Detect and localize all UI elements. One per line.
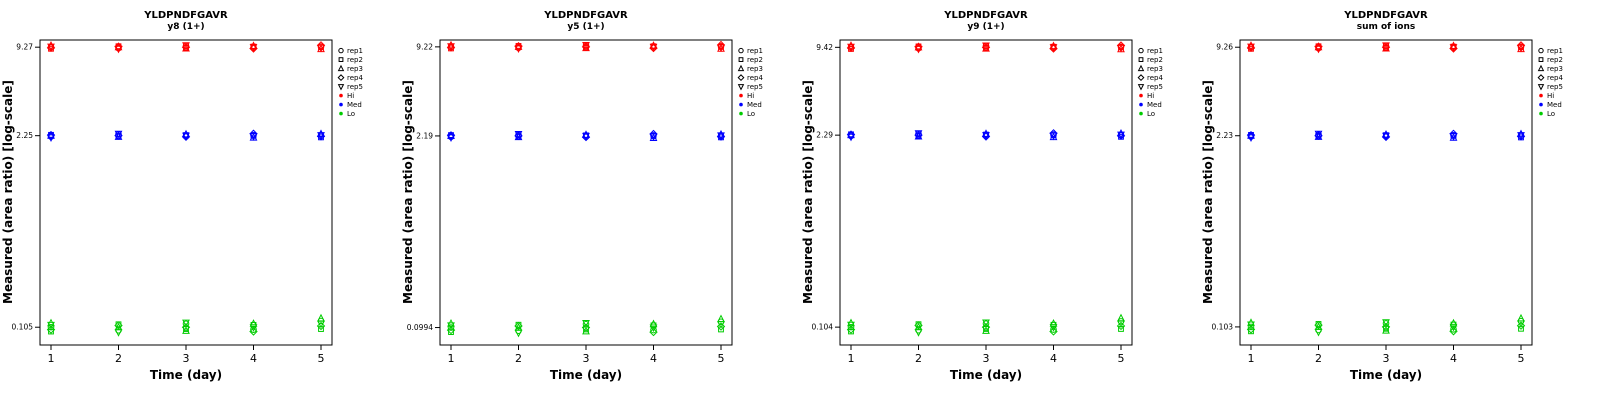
subplot-y5: YLDPNDFGAVR y5 (1+) Measured (area ratio… [400, 0, 800, 400]
svg-text:5: 5 [1118, 352, 1125, 365]
plot-title: YLDPNDFGAVR [544, 10, 628, 21]
svg-text:Med: Med [747, 101, 762, 109]
x-axis-label: Time (day) [149, 368, 223, 382]
svg-text:Hi: Hi [1547, 92, 1554, 100]
svg-text:rep5: rep5 [347, 83, 363, 91]
svg-text:9.27: 9.27 [16, 43, 33, 52]
svg-text:2.25: 2.25 [16, 131, 33, 140]
svg-text:rep1: rep1 [1547, 47, 1563, 55]
x-axis-label: Time (day) [549, 368, 623, 382]
svg-text:Med: Med [1547, 101, 1562, 109]
svg-text:rep3: rep3 [1147, 65, 1163, 73]
plot-subtitle: y9 (1+) [967, 22, 1005, 32]
svg-text:9.22: 9.22 [416, 42, 433, 51]
svg-text:2: 2 [915, 352, 922, 365]
svg-text:Med: Med [1147, 101, 1162, 109]
svg-text:rep5: rep5 [1147, 83, 1163, 91]
svg-text:1: 1 [448, 352, 455, 365]
svg-text:2: 2 [115, 352, 122, 365]
plot-canvas-y9: 1 2 3 4 5 9.42 2.29 0.104 rep1rep2rep3rep4rep5Hi… [812, 39, 1163, 365]
svg-text:4: 4 [250, 352, 257, 365]
svg-text:2.29: 2.29 [816, 131, 833, 140]
plot-canvas-y8: 1 2 3 4 5 9.27 2.25 0.105 rep1rep2rep3rep4rep5Hi… [12, 39, 363, 365]
plot-canvas-sum: 1 2 3 4 5 9.26 2.23 0.103 rep1rep2rep3rep4rep5Hi… [1212, 39, 1563, 365]
svg-text:9.26: 9.26 [1216, 43, 1233, 52]
plot-canvas-y5: 1 2 3 4 5 9.22 2.19 0.0994 rep1rep2rep3rep4rep5H… [407, 39, 763, 365]
svg-text:rep2: rep2 [1547, 56, 1563, 64]
svg-text:0.103: 0.103 [1212, 322, 1234, 331]
x-axis-label: Time (day) [1349, 368, 1423, 382]
svg-text:rep4: rep4 [1147, 74, 1163, 82]
svg-text:rep4: rep4 [747, 74, 763, 82]
svg-text:3: 3 [183, 352, 190, 365]
svg-text:rep1: rep1 [347, 47, 363, 55]
svg-text:Lo: Lo [1147, 110, 1155, 118]
svg-text:2: 2 [515, 352, 522, 365]
svg-text:rep3: rep3 [1547, 65, 1563, 73]
svg-text:9.42: 9.42 [816, 43, 833, 52]
svg-text:2: 2 [1315, 352, 1322, 365]
svg-text:0.104: 0.104 [812, 323, 834, 332]
plot-subtitle: sum of ions [1356, 22, 1416, 32]
svg-text:Lo: Lo [1547, 110, 1555, 118]
svg-text:Hi: Hi [747, 92, 754, 100]
x-axis-label: Time (day) [949, 368, 1023, 382]
svg-text:rep2: rep2 [347, 56, 363, 64]
svg-text:Med: Med [347, 101, 362, 109]
svg-text:5: 5 [1518, 352, 1525, 365]
svg-text:Lo: Lo [347, 110, 355, 118]
svg-text:4: 4 [1450, 352, 1457, 365]
svg-text:rep4: rep4 [347, 74, 363, 82]
svg-text:5: 5 [718, 352, 725, 365]
svg-text:3: 3 [583, 352, 590, 365]
svg-text:1: 1 [848, 352, 855, 365]
svg-text:rep1: rep1 [1147, 47, 1163, 55]
svg-text:2.19: 2.19 [416, 131, 433, 140]
subplot-sum-of-ions: YLDPNDFGAVR sum of ions Measured (area r… [1200, 0, 1600, 400]
svg-text:rep4: rep4 [1547, 74, 1563, 82]
plot-title: YLDPNDFGAVR [944, 10, 1028, 21]
svg-text:rep5: rep5 [747, 83, 763, 91]
svg-text:Hi: Hi [1147, 92, 1154, 100]
plot-title: YLDPNDFGAVR [144, 10, 228, 21]
svg-text:Lo: Lo [747, 110, 755, 118]
svg-text:0.0994: 0.0994 [407, 323, 433, 332]
svg-text:rep3: rep3 [347, 65, 363, 73]
svg-text:0.105: 0.105 [12, 323, 34, 332]
svg-text:rep2: rep2 [1147, 56, 1163, 64]
svg-text:1: 1 [1248, 352, 1255, 365]
svg-text:4: 4 [1050, 352, 1057, 365]
subplot-y8: YLDPNDFGAVR y8 (1+) Measured (area ratio… [0, 0, 400, 400]
svg-text:3: 3 [1383, 352, 1390, 365]
svg-text:rep2: rep2 [747, 56, 763, 64]
svg-text:Hi: Hi [347, 92, 354, 100]
plot-subtitle: y8 (1+) [167, 22, 205, 32]
plot-subtitle: y5 (1+) [567, 22, 605, 32]
subplot-y9: YLDPNDFGAVR y9 (1+) Measured (area ratio… [800, 0, 1200, 400]
svg-text:3: 3 [983, 352, 990, 365]
svg-text:rep5: rep5 [1547, 83, 1563, 91]
plot-title: YLDPNDFGAVR [1344, 10, 1428, 21]
svg-text:5: 5 [318, 352, 325, 365]
svg-text:rep1: rep1 [747, 47, 763, 55]
svg-text:rep3: rep3 [747, 65, 763, 73]
svg-text:1: 1 [48, 352, 55, 365]
svg-text:4: 4 [650, 352, 657, 365]
svg-text:2.23: 2.23 [1216, 131, 1233, 140]
